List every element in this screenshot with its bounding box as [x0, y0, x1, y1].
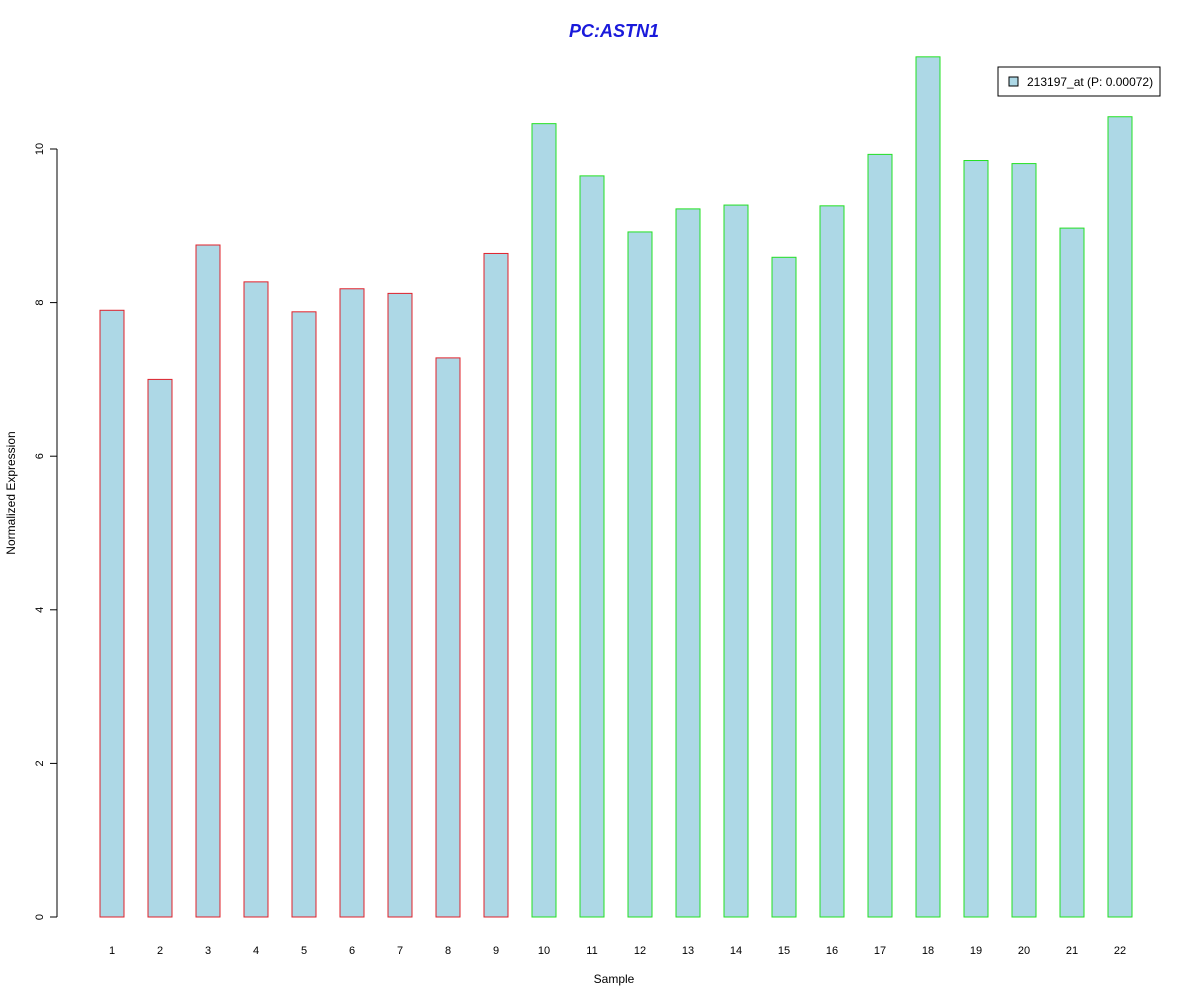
y-tick-label: 6 — [34, 453, 46, 459]
x-tick-label: 1 — [109, 945, 115, 957]
x-tick-label: 2 — [157, 945, 163, 957]
y-tick-label: 2 — [34, 760, 46, 766]
x-tick-label: 5 — [301, 945, 307, 957]
x-tick-label: 17 — [874, 945, 886, 957]
bars-group — [99, 56, 1133, 918]
legend-box — [997, 66, 1161, 97]
bar-sample-7 — [387, 292, 413, 918]
x-axis-labels: 1 2 3 4 5 6 7 8 9 10 11 12 13 14 15 16 17 18 19 20 21 22 — [109, 945, 1126, 957]
x-tick-label: 14 — [730, 945, 742, 957]
chart-title: PC:ASTN1 — [569, 21, 659, 41]
x-tick-label: 10 — [538, 945, 550, 957]
bar-sample-17 — [867, 153, 893, 918]
bar-sample-18 — [915, 56, 941, 918]
bar-sample-4 — [243, 281, 269, 918]
x-tick-label: 20 — [1018, 945, 1030, 957]
x-tick-label: 4 — [253, 945, 259, 957]
bar-sample-1 — [99, 309, 125, 918]
y-axis: 0 2 4 6 8 10 — [34, 143, 58, 920]
x-tick-label: 3 — [205, 945, 211, 957]
bar-sample-2 — [147, 378, 173, 918]
x-tick-label: 16 — [826, 945, 838, 957]
legend: 213197_at (P: 0.00072) — [997, 66, 1161, 97]
bar-sample-12 — [627, 231, 653, 918]
x-tick-label: 11 — [586, 945, 597, 957]
bar-sample-19 — [963, 160, 989, 918]
bar-sample-20 — [1011, 163, 1037, 918]
bar-sample-15 — [771, 256, 797, 918]
legend-swatch — [1008, 76, 1019, 87]
bar-sample-10 — [531, 123, 557, 918]
bar-sample-6 — [339, 288, 365, 918]
bar-sample-8 — [435, 357, 461, 918]
bar-sample-9 — [483, 252, 509, 918]
x-tick-label: 8 — [445, 945, 451, 957]
y-axis-title: Normalized Expression — [4, 431, 18, 554]
bar-sample-16 — [819, 205, 845, 918]
y-tick-label: 0 — [34, 914, 46, 920]
x-tick-label: 19 — [970, 945, 982, 957]
x-tick-label: 22 — [1114, 945, 1126, 957]
x-tick-label: 21 — [1066, 945, 1078, 957]
bar-sample-22 — [1107, 116, 1133, 918]
x-tick-label: 6 — [349, 945, 355, 957]
bar-sample-14 — [723, 204, 749, 918]
x-tick-label: 12 — [634, 945, 646, 957]
y-tick-label: 4 — [34, 607, 46, 613]
y-tick-label: 10 — [34, 143, 46, 155]
x-tick-label: 15 — [778, 945, 790, 957]
x-axis-title: Sample — [594, 972, 635, 986]
legend-label: 213197_at (P: 0.00072) — [1027, 75, 1153, 89]
bar-sample-13 — [675, 208, 701, 918]
bar-sample-3 — [195, 244, 221, 918]
x-tick-label: 9 — [493, 945, 499, 957]
bar-sample-11 — [579, 175, 605, 918]
bar-sample-21 — [1059, 227, 1085, 918]
x-tick-label: 18 — [922, 945, 934, 957]
bar-sample-5 — [291, 311, 317, 918]
x-tick-label: 7 — [397, 945, 403, 957]
y-tick-label: 8 — [34, 300, 46, 306]
x-tick-label: 13 — [682, 945, 694, 957]
